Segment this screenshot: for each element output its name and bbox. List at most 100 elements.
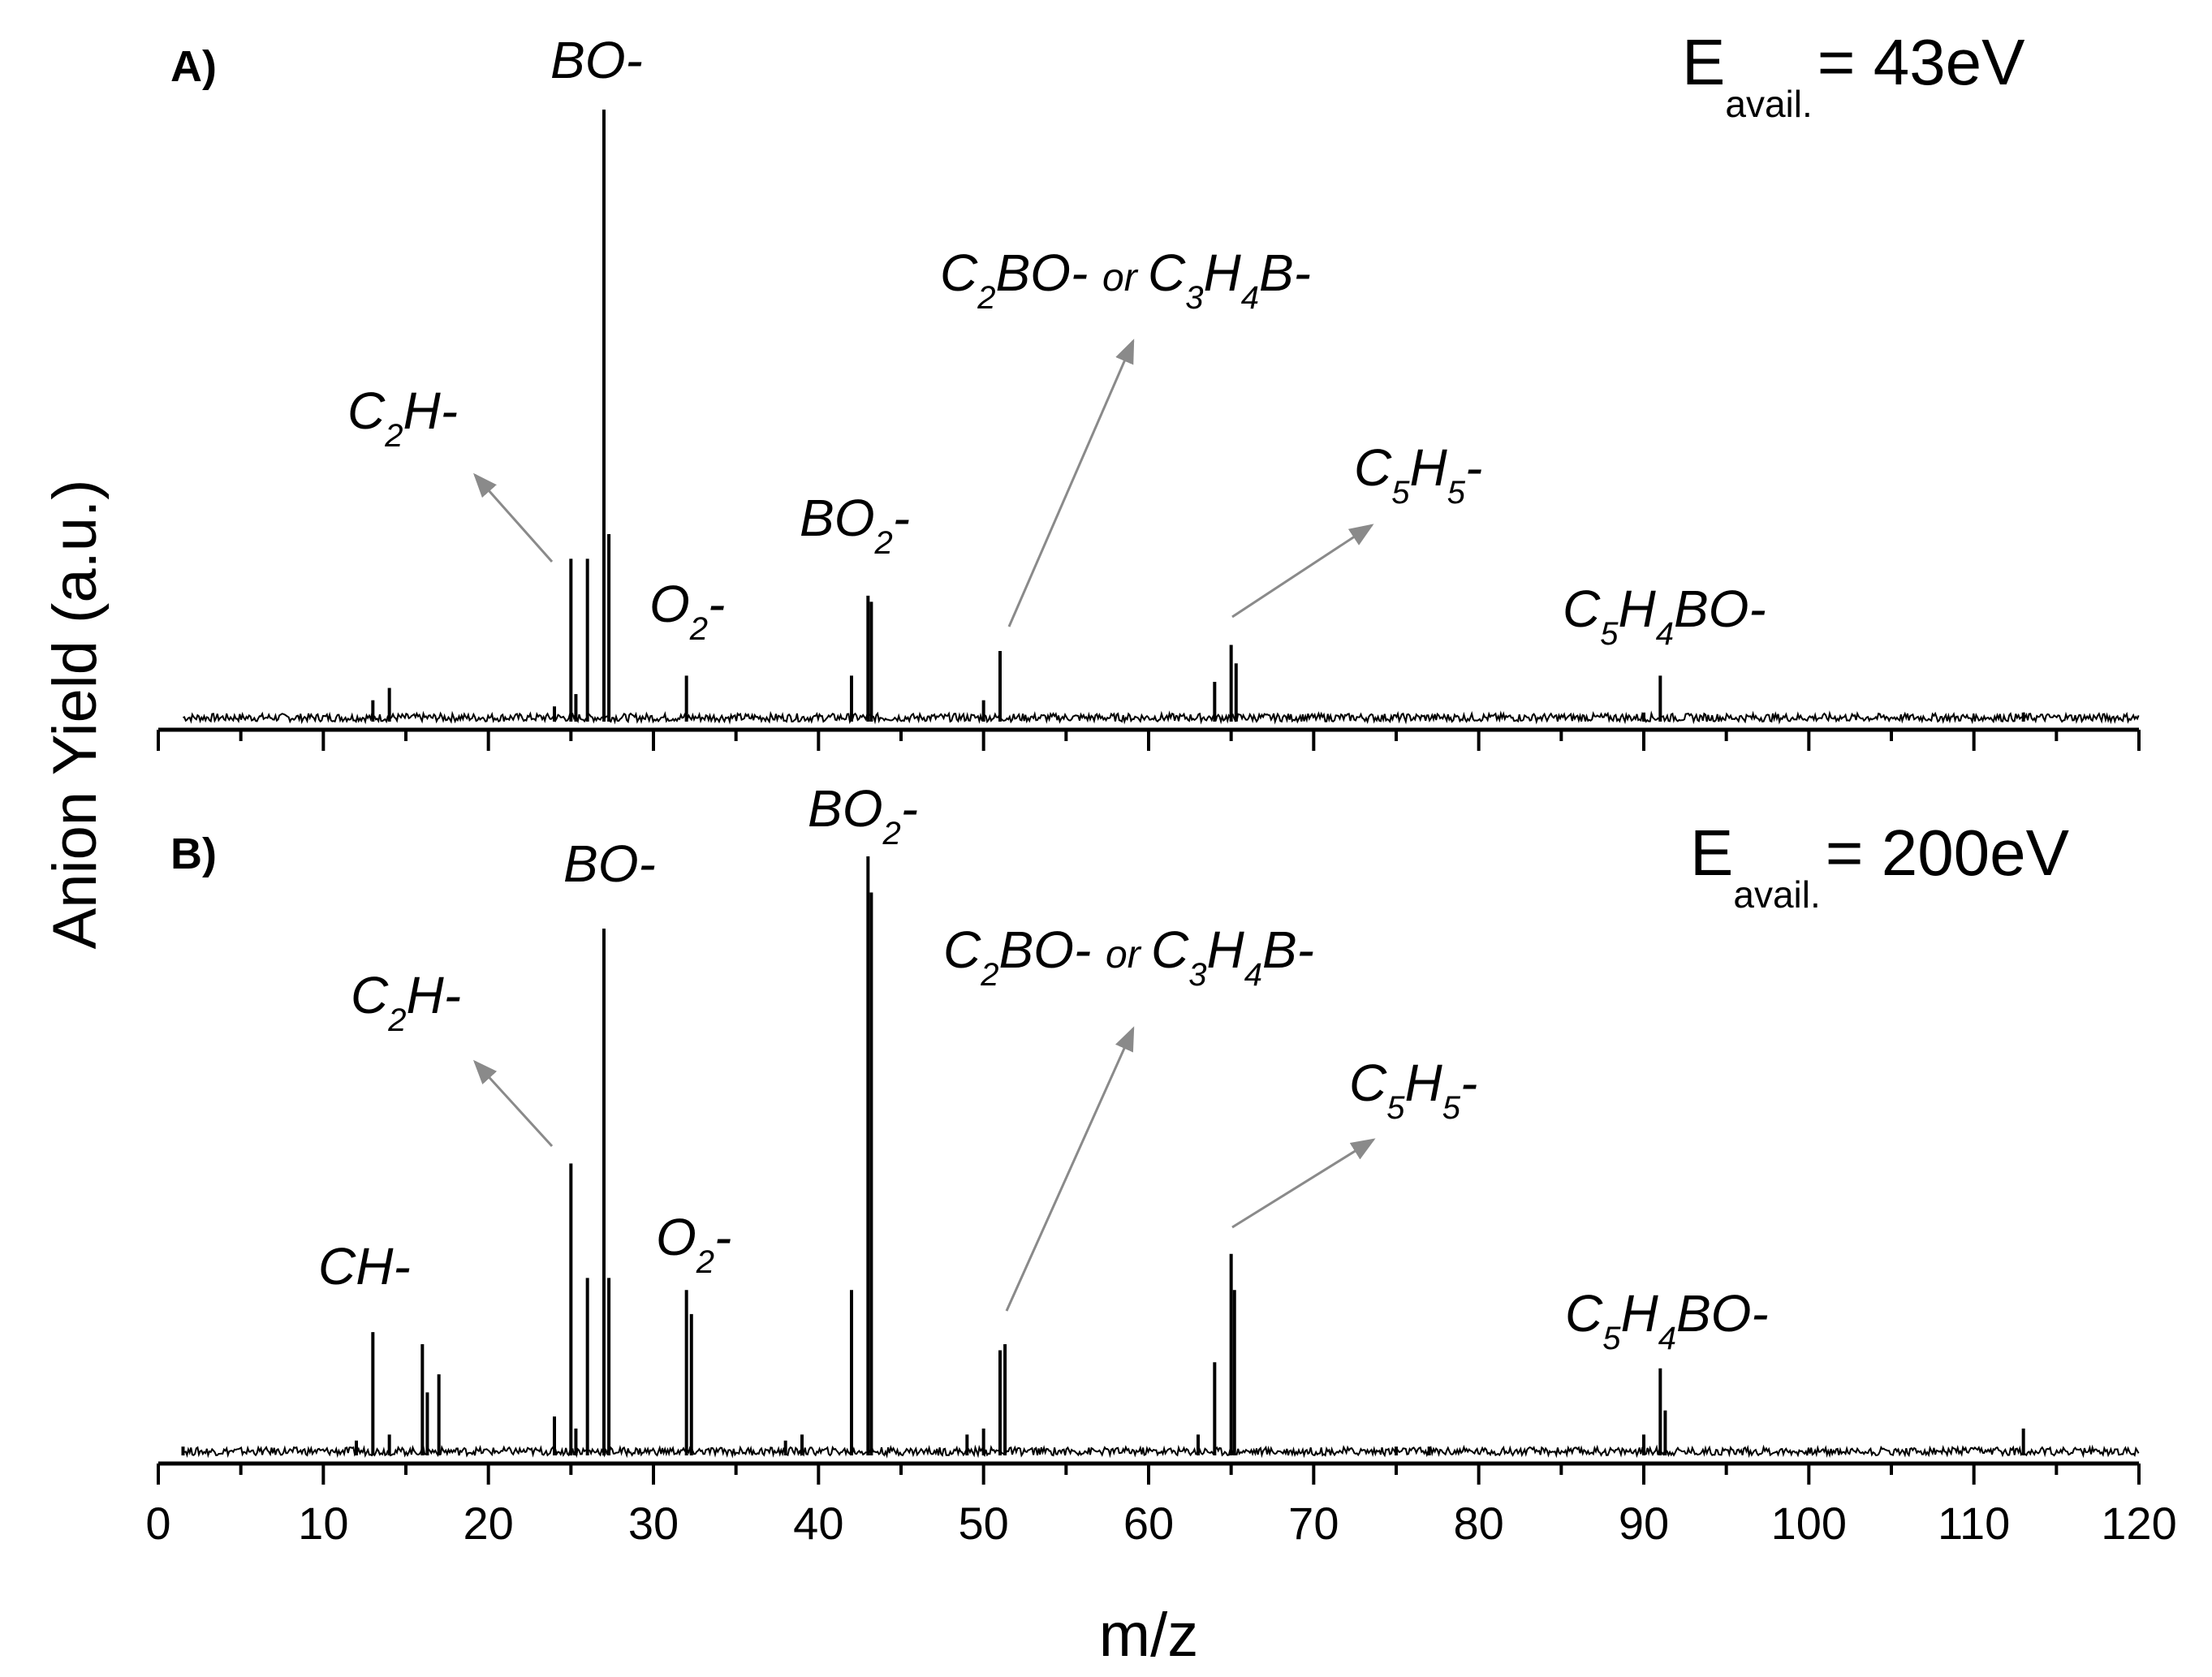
annotation-part: 5: [1442, 1090, 1461, 1126]
annotation-part: O: [656, 1208, 696, 1266]
energy-subscript: avail.: [1733, 873, 1820, 916]
annotation-part: BO-: [1674, 580, 1766, 638]
annotation-part: H-: [403, 382, 458, 440]
annotation-arrow: [472, 1059, 554, 1148]
annotation-part: or: [1102, 257, 1148, 300]
x-tick-label: 70: [1288, 1498, 1339, 1549]
panel-label: B): [170, 830, 217, 878]
x-tick-label: 60: [1123, 1498, 1174, 1549]
x-tick-label: 90: [1619, 1498, 1669, 1549]
annotation-part: 2: [980, 957, 998, 993]
annotation-part: H-: [406, 966, 461, 1024]
peak-annotation: C5H5-: [1354, 438, 1482, 511]
annotation-part: C: [1148, 244, 1186, 302]
annotation-part: H: [1618, 580, 1656, 638]
annotation-part: 2: [384, 418, 403, 454]
annotation-part: 5: [1386, 1090, 1405, 1126]
peak-annotation: C5H5-: [1349, 1054, 1477, 1126]
annotation-part: BO-: [995, 244, 1102, 302]
annotation-part: 4: [1658, 1321, 1676, 1356]
x-tick-label: 110: [1938, 1498, 2010, 1549]
x-tick-label: 100: [1771, 1498, 1847, 1549]
annotation-part: -: [1460, 1054, 1477, 1112]
peak-annotation: O2-: [656, 1208, 731, 1280]
annotation-part: C: [940, 244, 978, 302]
x-tick-label: 20: [464, 1498, 514, 1549]
peak-annotation: C2H-: [347, 382, 458, 454]
annotation-part: 2: [882, 816, 900, 851]
annotation-arrow: [1005, 1026, 1135, 1312]
annotation-part: 4: [1656, 616, 1674, 652]
peak-annotation: BO-: [563, 834, 656, 893]
annotation-arrow: [1231, 1138, 1376, 1229]
annotation-part: 3: [1185, 280, 1203, 316]
energy-symbol: E: [1682, 26, 1725, 98]
x-tick-label: 120: [2101, 1498, 2176, 1549]
y-axis-title: Anion Yield (a.u.): [41, 480, 110, 950]
peak-annotation: O2-: [649, 575, 725, 647]
annotation-arrow: [1231, 524, 1374, 619]
annotation-part: BO-: [1676, 1284, 1769, 1343]
annotation-part: BO-: [998, 920, 1106, 979]
annotation-part: -: [714, 1208, 731, 1266]
peak-annotation: BO-: [550, 31, 643, 89]
annotation-part: H: [1204, 244, 1242, 302]
annotation-part: H: [1404, 1054, 1442, 1112]
peak-annotation: C5H4BO-: [1565, 1284, 1769, 1356]
annotation-part: 2: [689, 611, 708, 647]
annotation-part: C: [943, 920, 981, 979]
annotation-part: 5: [1447, 475, 1466, 511]
annotation-part: 5: [1391, 475, 1410, 511]
peak-annotation: CH-: [318, 1237, 411, 1295]
annotation-part: B-: [1259, 244, 1311, 302]
annotation-part: 4: [1241, 280, 1259, 316]
annotation-part: 4: [1244, 957, 1262, 993]
annotation-part: or: [1106, 933, 1151, 976]
energy-subscript: avail.: [1725, 83, 1812, 125]
noise-baseline: [182, 1444, 2140, 1459]
noise-baseline: [183, 710, 2140, 725]
x-axis: 0 10 20 30 40 50 60 70 80 90 100 110 120: [145, 1498, 2176, 1549]
peak-annotation: C2BO- or C3H4B-: [940, 244, 1311, 316]
annotation-arrow: [473, 472, 554, 563]
annotation-part: BO-: [550, 31, 643, 89]
annotation-part: C: [351, 966, 389, 1024]
x-axis-title: m/z: [1099, 1601, 1198, 1670]
annotation-part: -: [893, 489, 910, 547]
annotation-part: C: [347, 382, 386, 440]
peak-annotation: C2H-: [351, 966, 461, 1038]
annotation-part: 2: [387, 1002, 406, 1038]
annotation-part: 3: [1188, 957, 1206, 993]
energy-symbol: E: [1690, 817, 1733, 889]
energy-label: Eavail.= 200eV: [1690, 817, 2070, 916]
annotation-part: 2: [977, 280, 995, 316]
energy-value: = 43eV: [1817, 26, 2025, 98]
peak-annotation: C2BO- or C3H4B-: [943, 920, 1314, 993]
annotation-part: -: [1465, 438, 1482, 497]
x-tick-label: 30: [628, 1498, 679, 1549]
annotation-part: BO-: [563, 834, 656, 893]
peak-annotation: BO2-: [808, 779, 918, 851]
annotation-part: -: [901, 779, 918, 838]
annotation-arrow: [1007, 338, 1135, 627]
panel-label: A): [170, 42, 217, 91]
annotation-part: C: [1151, 920, 1189, 979]
panel-axis: [157, 727, 2141, 751]
annotation-part: O: [649, 575, 690, 633]
annotation-part: 5: [1600, 616, 1619, 652]
peak-annotation: C5H4BO-: [1563, 580, 1766, 652]
annotation-part: C: [1349, 1054, 1387, 1112]
annotation-part: 5: [1602, 1321, 1621, 1356]
annotation-part: C: [1563, 580, 1601, 638]
x-tick-label: 10: [298, 1498, 348, 1549]
annotation-part: CH-: [318, 1237, 411, 1295]
energy-label: Eavail.= 43eV: [1682, 26, 2025, 125]
annotation-part: H: [1409, 438, 1447, 497]
annotation-part: 2: [696, 1244, 714, 1280]
x-tick-label: 50: [959, 1498, 1009, 1549]
annotation-part: B-: [1262, 920, 1314, 979]
x-tick-label: 0: [145, 1498, 170, 1549]
